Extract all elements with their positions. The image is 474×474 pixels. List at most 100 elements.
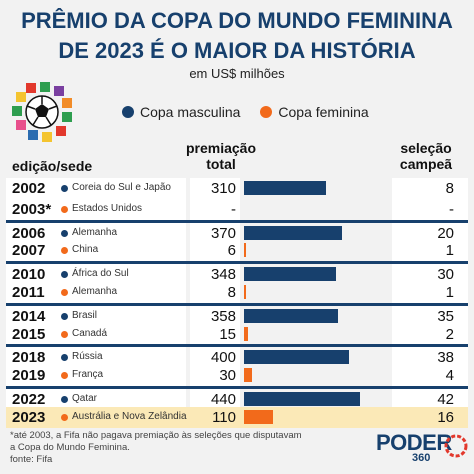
sede-label: Alemanha — [72, 285, 118, 297]
premiacao-bar — [244, 409, 273, 424]
row-background — [6, 347, 186, 366]
sede-label: Austrália e Nova Zelândia — [72, 410, 187, 422]
legend-item-feminina: Copa feminina — [260, 104, 369, 120]
brand-circle-icon — [444, 434, 468, 458]
footnote: *até 2003, a Fifa não pagava premiação à… — [10, 430, 340, 466]
table-row: 2023 Austrália e Nova Zelândia 110 16 — [6, 406, 468, 428]
table-row: 2003* Estados Unidos - - — [6, 198, 468, 220]
row-background — [6, 281, 186, 303]
column-header-selecao-line1: seleção — [400, 140, 452, 156]
row-background — [392, 178, 468, 199]
sede-label: Canadá — [72, 327, 108, 339]
row-background — [190, 264, 240, 282]
premiacao-bar — [244, 368, 252, 383]
selecao-campea-value: 1 — [445, 242, 454, 260]
premiacao-bar — [244, 326, 248, 341]
chart-legend: Copa masculina Copa feminina — [122, 104, 389, 120]
table-row: 2018 Rússia 400 38 — [6, 344, 468, 367]
premiacao-bar — [244, 308, 339, 323]
sede-label: Estados Unidos — [72, 202, 143, 214]
premiacao-bar — [244, 181, 326, 195]
premiacao-bar — [244, 284, 247, 299]
series-marker — [61, 247, 68, 255]
row-background — [6, 264, 186, 282]
chart-title-line2: DE 2023 É O MAIOR DA HISTÓRIA — [58, 38, 416, 63]
table-row: 2022 Qatar 440 42 — [6, 385, 468, 408]
row-background — [190, 222, 240, 241]
sede-label: China — [72, 244, 99, 256]
selecao-campea-value: 20 — [437, 224, 454, 242]
row-background — [392, 281, 468, 303]
table-row: 2015 Canadá 15 2 — [6, 323, 468, 345]
premiacao-value: 8 — [227, 283, 236, 301]
row-background — [190, 178, 240, 199]
selecao-campea-value: 35 — [437, 307, 454, 325]
row-background — [190, 365, 240, 386]
highlight-band — [6, 406, 468, 428]
chart-subtitle: em US$ milhões — [189, 66, 285, 81]
premiacao-bar — [244, 391, 360, 406]
selecao-campea-value: 4 — [445, 367, 454, 385]
edicao-label: 2003* — [12, 200, 52, 218]
premiacao-value: 348 — [210, 266, 236, 284]
column-header-edicao: edição/sede — [12, 158, 93, 174]
table-row: 2011 Alemanha 8 1 — [6, 281, 468, 303]
row-background — [392, 347, 468, 366]
row-background — [6, 178, 186, 199]
legend-item-masculina: Copa masculina — [122, 104, 240, 120]
premiacao-bar — [244, 243, 246, 258]
row-background — [190, 323, 240, 345]
selecao-campea-value: 16 — [437, 408, 454, 426]
sede-label: Qatar — [72, 392, 98, 404]
edicao-label: 2011 — [12, 283, 45, 301]
legend-swatch-masculina — [122, 106, 134, 118]
series-marker — [61, 229, 68, 237]
brand-logo-sub: 360 — [412, 452, 431, 464]
row-background — [392, 365, 468, 386]
premiacao-value: 440 — [210, 390, 236, 408]
row-background — [6, 305, 186, 324]
row-background — [392, 198, 468, 220]
edicao-label: 2014 — [12, 307, 46, 325]
row-background — [190, 388, 240, 407]
series-marker — [61, 395, 68, 403]
series-marker — [61, 413, 68, 421]
world-cup-logo-icon — [12, 82, 72, 142]
edicao-label: 2015 — [12, 325, 46, 343]
premiacao-bar — [244, 267, 336, 282]
premiacao-value: 6 — [227, 242, 236, 260]
row-background — [6, 365, 186, 386]
selecao-campea-value: - — [449, 200, 454, 218]
row-background — [190, 347, 240, 366]
premiacao-value: 358 — [210, 307, 236, 325]
series-marker — [61, 288, 68, 296]
series-marker — [61, 185, 68, 192]
series-marker — [61, 330, 68, 338]
legend-label-masculina: Copa masculina — [140, 104, 241, 120]
row-background — [6, 323, 186, 345]
premiacao-value: 30 — [219, 367, 236, 385]
series-marker — [61, 372, 68, 380]
selecao-campea-value: 38 — [437, 349, 454, 367]
selecao-campea-value: 2 — [445, 325, 454, 343]
sede-label: Brasil — [72, 309, 98, 321]
legend-label-feminina: Copa feminina — [278, 104, 369, 120]
table-row: 2007 China 6 1 — [6, 240, 468, 262]
column-header-premiacao-line2: total — [206, 156, 236, 172]
legend-swatch-feminina — [260, 106, 273, 118]
premiacao-value: 310 — [210, 180, 236, 197]
row-background — [392, 305, 468, 324]
series-marker — [61, 312, 68, 320]
table-row: 2006 Alemanha 370 20 — [6, 219, 468, 242]
premiacao-value: 370 — [210, 224, 236, 242]
table-row: 2002 Coreia do Sul e Japão 310 8 — [6, 178, 468, 199]
row-background — [392, 240, 468, 262]
sede-label: África do Sul — [72, 268, 129, 280]
row-background — [6, 198, 186, 220]
footnote-line1: *até 2003, a Fifa não pagava premiação à… — [10, 430, 302, 441]
premiacao-value: 400 — [210, 349, 236, 367]
selecao-campea-value: 30 — [437, 266, 454, 284]
edicao-label: 2023 — [12, 408, 46, 426]
premiacao-bar — [244, 225, 342, 240]
edicao-label: 2018 — [12, 349, 46, 367]
